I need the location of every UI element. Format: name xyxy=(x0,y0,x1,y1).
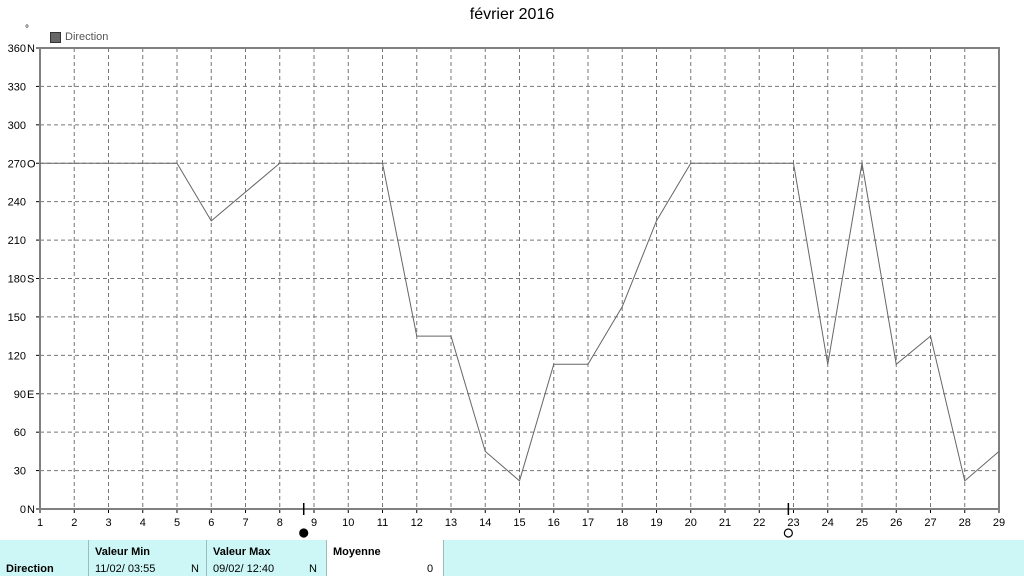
y-tick-direction: N xyxy=(27,504,35,516)
y-tick-direction: O xyxy=(27,158,36,170)
y-tick-label: 180 xyxy=(8,274,26,286)
chart-title: février 2016 xyxy=(469,6,555,23)
y-tick-direction: S xyxy=(27,274,34,286)
y-tick-label: 30 xyxy=(14,466,26,478)
y-tick-label: 210 xyxy=(8,235,26,247)
stats-min-header: Valeur Min xyxy=(95,546,151,558)
stats-bar: Direction Valeur Min 11/02/ 03:55 N Vale… xyxy=(0,540,1024,576)
x-tick-label: 22 xyxy=(753,517,765,529)
y-tick-label: 0 xyxy=(20,504,26,516)
y-tick-direction: E xyxy=(27,389,34,401)
x-tick-label: 12 xyxy=(411,517,423,529)
x-tick-label: 4 xyxy=(140,517,146,529)
plot-frame xyxy=(39,47,1000,510)
y-tick-label: 270 xyxy=(8,158,26,170)
y-tick-label: 150 xyxy=(8,312,26,324)
x-tick-label: 25 xyxy=(856,517,868,529)
legend: Direction xyxy=(50,31,108,43)
marker-filled-icon xyxy=(299,528,309,538)
stats-max-column: Valeur Max 09/02/ 12:40 N xyxy=(206,540,325,576)
series-line xyxy=(40,162,1000,482)
x-tick-label: 3 xyxy=(105,517,111,529)
y-tick-label: 60 xyxy=(14,427,26,439)
y-tick-label: 90 xyxy=(14,389,26,401)
legend-swatch xyxy=(50,31,61,43)
y-tick-label: 330 xyxy=(8,81,26,93)
x-tick-label: 1 xyxy=(37,517,43,529)
x-tick-label: 21 xyxy=(719,517,731,529)
stats-avg-column: Moyenne 0 xyxy=(326,540,444,576)
x-tick-label: 14 xyxy=(479,517,491,529)
chart-plot: 1 2 3 4 5 6 7 8 9 10 11 12 13 14 15 16 17 18 19 20 21 22 23 24 2… xyxy=(8,43,1005,538)
x-tick-label: 29 xyxy=(993,517,1005,529)
x-tick-label: 18 xyxy=(616,517,628,529)
x-tick-label: 23 xyxy=(787,517,799,529)
stats-min-value: 11/02/ 03:55 xyxy=(95,563,156,575)
x-tick-label: 2 xyxy=(71,517,77,529)
stats-max-header: Valeur Max xyxy=(213,546,271,558)
x-tick-label: 6 xyxy=(208,517,214,529)
x-tick-label: 11 xyxy=(377,517,388,529)
x-tick-label: 7 xyxy=(242,517,248,529)
stats-min-unit: N xyxy=(191,563,199,575)
x-tick-label: 13 xyxy=(445,517,457,529)
x-tick-label: 15 xyxy=(513,517,525,529)
x-tick-label: 27 xyxy=(924,517,936,529)
x-tick-label: 10 xyxy=(342,517,354,529)
y-tick-label: 300 xyxy=(8,120,26,132)
y-tick-label: 120 xyxy=(8,350,26,362)
legend-label: Direction xyxy=(65,31,109,43)
stats-max-unit: N xyxy=(309,563,317,575)
y-tick-label: 240 xyxy=(8,197,26,209)
stats-max-value: 09/02/ 12:40 xyxy=(213,563,275,575)
stats-row-label: Direction xyxy=(6,563,54,575)
x-tick-label: 19 xyxy=(650,517,662,529)
y-tick-direction: N xyxy=(27,43,35,55)
x-tick-label: 5 xyxy=(174,517,180,529)
x-tick-label: 17 xyxy=(582,517,594,529)
x-tick-label: 16 xyxy=(548,517,560,529)
stats-avg-value: 0 xyxy=(427,563,434,575)
y-tick-label: 360 xyxy=(8,43,26,55)
x-tick-label: 8 xyxy=(277,517,283,529)
x-tick-label: 24 xyxy=(822,517,834,529)
stats-min-column: Valeur Min 11/02/ 03:55 N xyxy=(88,540,207,576)
marker-open-icon xyxy=(783,528,793,538)
stats-avg-header: Moyenne xyxy=(333,546,381,558)
x-tick-label: 9 xyxy=(311,517,317,529)
x-tick-label: 26 xyxy=(890,517,902,529)
y-axis-unit: ° xyxy=(25,24,29,35)
x-tick-label: 28 xyxy=(959,517,971,529)
x-tick-label: 20 xyxy=(685,517,697,529)
